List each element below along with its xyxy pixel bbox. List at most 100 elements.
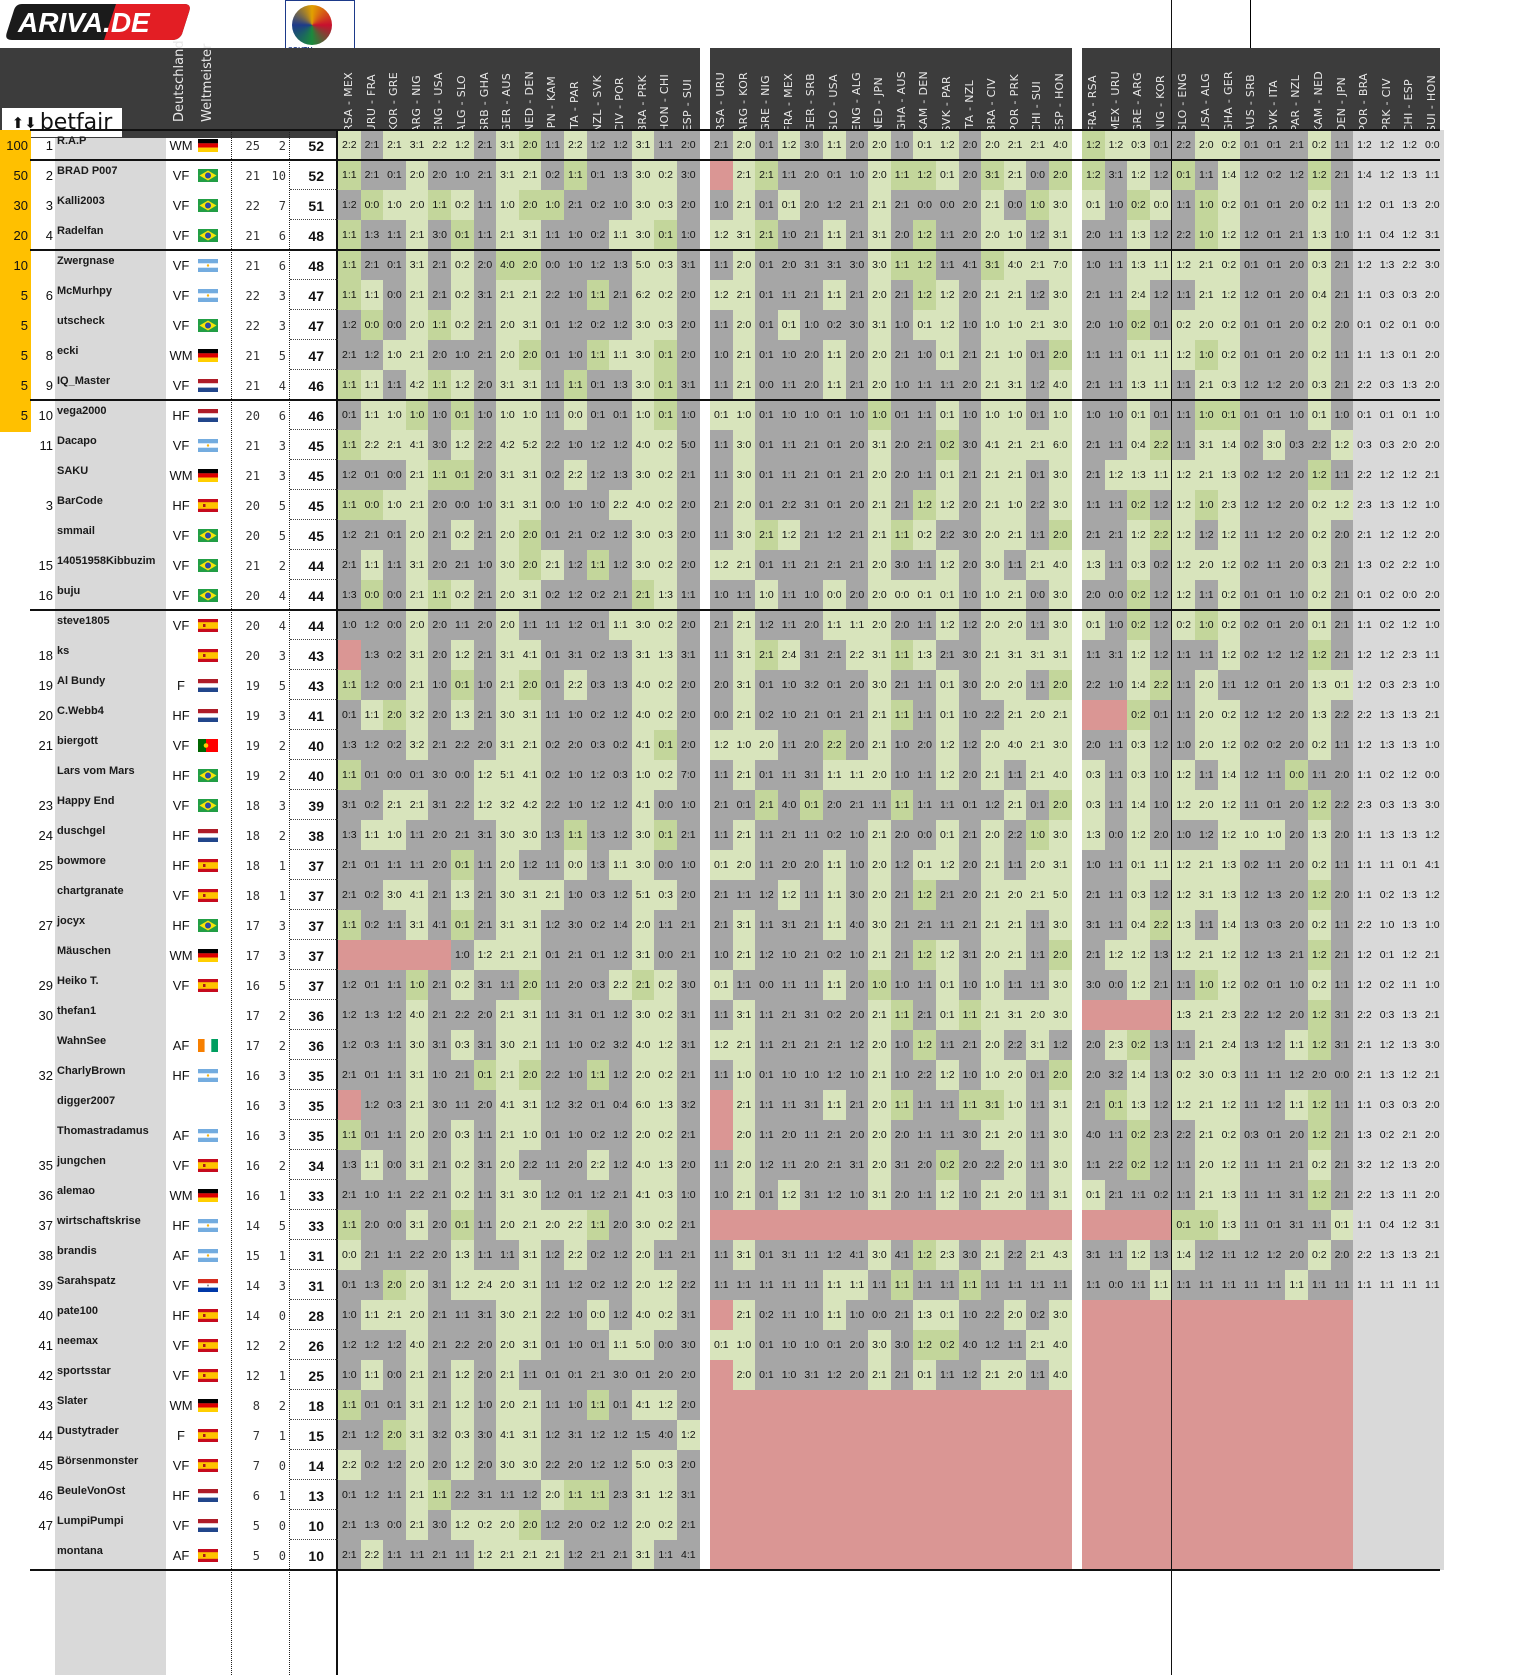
player-name[interactable]: Al Bundy (57, 675, 106, 687)
player-row[interactable]: 39 Sarahspatz VF 14 3 31 (0, 1270, 338, 1302)
player-name[interactable]: WahnSee (57, 1035, 107, 1047)
player-name[interactable]: neemax (57, 1335, 98, 1347)
player-row[interactable]: 30 3 Kalli2003 VF 22 7 51 (0, 190, 338, 222)
player-name[interactable]: Sarahspatz (57, 1275, 116, 1287)
player-name[interactable]: BRAD P007 (57, 165, 118, 177)
player-row[interactable]: 36 alemao WM 16 1 33 (0, 1180, 338, 1212)
player-name[interactable]: buju (57, 585, 81, 597)
player-name[interactable]: jocyx (57, 915, 86, 927)
player-name[interactable]: Heiko T. (57, 975, 99, 987)
player-name[interactable]: SAKU (57, 465, 89, 477)
player-name[interactable]: bowmore (57, 855, 106, 867)
player-row[interactable]: 19 Al Bundy F 19 5 43 (0, 670, 338, 702)
player-row[interactable]: Thomastradamus AF 16 3 35 (0, 1120, 338, 1152)
player-name[interactable]: Lars vom Mars (57, 765, 135, 777)
player-row[interactable]: 5 8 ecki WM 21 5 47 (0, 340, 338, 372)
player-row[interactable]: 43 Slater WM 8 2 18 (0, 1390, 338, 1422)
player-row[interactable]: digger2007 16 3 35 (0, 1090, 338, 1122)
player-row[interactable]: 47 LumpiPumpi VF 5 0 10 (0, 1510, 338, 1542)
player-name[interactable]: IQ_Master (57, 375, 111, 387)
player-row[interactable]: 3 BarCode HF 20 5 45 (0, 490, 338, 522)
player-row[interactable]: 40 pate100 HF 14 0 28 (0, 1300, 338, 1332)
player-name[interactable]: Börsenmonster (57, 1455, 139, 1467)
player-name[interactable]: 14051958Kibbuzim (57, 555, 156, 567)
player-row[interactable]: 5 9 IQ_Master VF 21 4 46 (0, 370, 338, 402)
player-row[interactable]: steve1805 VF 20 4 44 (0, 610, 338, 642)
player-row[interactable]: 30 thefan1 17 2 36 (0, 1000, 338, 1032)
player-row[interactable]: 21 biergott VF 19 2 40 (0, 730, 338, 762)
player-name[interactable]: thefan1 (57, 1005, 97, 1017)
player-name[interactable]: Kalli2003 (57, 195, 105, 207)
player-name[interactable]: Zwergnase (57, 255, 115, 267)
player-row[interactable]: 11 Dacapo VF 21 3 45 (0, 430, 338, 462)
player-name[interactable]: BeuleVonOst (57, 1485, 126, 1497)
player-row[interactable]: 41 neemax VF 12 2 26 (0, 1330, 338, 1362)
player-row[interactable]: 18 ks 20 3 43 (0, 640, 338, 672)
player-row[interactable]: 23 Happy End VF 18 3 39 (0, 790, 338, 822)
prediction-cell (1104, 1540, 1128, 1570)
player-name[interactable]: Happy End (57, 795, 115, 807)
player-row[interactable]: SAKU WM 21 3 45 (0, 460, 338, 492)
player-row[interactable]: 42 sportsstar VF 12 1 25 (0, 1360, 338, 1392)
player-name[interactable]: chartgranate (57, 885, 124, 897)
player-row[interactable]: 25 bowmore HF 18 1 37 (0, 850, 338, 882)
player-row[interactable]: 44 Dustytrader F 7 1 15 (0, 1420, 338, 1452)
player-name[interactable]: Radelfan (57, 225, 104, 237)
player-row[interactable]: Lars vom Mars HF 19 2 40 (0, 760, 338, 792)
player-row[interactable]: 46 BeuleVonOst HF 6 1 13 (0, 1480, 338, 1512)
player-name[interactable]: Slater (57, 1395, 88, 1407)
player-row[interactable]: 20 C.Webb4 HF 19 3 41 (0, 700, 338, 732)
player-name[interactable]: smmail (57, 525, 95, 537)
player-name[interactable]: ecki (57, 345, 79, 357)
player-name[interactable]: CharlyBrown (57, 1065, 126, 1077)
player-row[interactable]: 5 utscheck VF 22 3 47 (0, 310, 338, 342)
player-name[interactable]: digger2007 (57, 1095, 116, 1107)
player-name[interactable]: montana (57, 1545, 103, 1557)
player-name[interactable]: steve1805 (57, 615, 110, 627)
player-name[interactable]: sportsstar (57, 1365, 111, 1377)
player-name[interactable]: Dacapo (57, 435, 97, 447)
player-name[interactable]: alemao (57, 1185, 95, 1197)
player-row[interactable]: 35 jungchen VF 16 2 34 (0, 1150, 338, 1182)
player-row[interactable]: 5 6 McMurhpy VF 22 3 47 (0, 280, 338, 312)
player-name[interactable]: wirtschaftskrise (57, 1215, 141, 1227)
player-row[interactable]: chartgranate VF 18 1 37 (0, 880, 338, 912)
player-name[interactable]: duschgel (57, 825, 106, 837)
player-row[interactable]: 32 CharlyBrown HF 16 3 35 (0, 1060, 338, 1092)
player-row[interactable]: 45 Börsenmonster VF 7 0 14 (0, 1450, 338, 1482)
player-row[interactable]: 50 2 BRAD P007 VF 21 10 52 (0, 160, 338, 192)
player-name[interactable]: biergott (57, 735, 98, 747)
player-name[interactable]: Mäuschen (57, 945, 111, 957)
player-row[interactable]: montana AF 5 0 10 (0, 1540, 338, 1572)
player-name[interactable]: pate100 (57, 1305, 98, 1317)
player-row[interactable]: 27 jocyx HF 17 3 37 (0, 910, 338, 942)
player-row[interactable]: WahnSee AF 17 2 36 (0, 1030, 338, 1062)
player-row[interactable]: 5 10 vega2000 HF 20 6 46 (0, 400, 338, 432)
player-row[interactable]: Mäuschen WM 17 3 37 (0, 940, 338, 972)
player-row[interactable]: smmail VF 20 5 45 (0, 520, 338, 552)
player-name[interactable]: Dustytrader (57, 1425, 119, 1437)
player-name[interactable]: BarCode (57, 495, 103, 507)
player-name[interactable]: R.A.P (57, 135, 87, 147)
player-row[interactable]: 16 buju VF 20 4 44 (0, 580, 338, 612)
prediction-cell: 0:2 (1240, 970, 1263, 1000)
player-name[interactable]: ks (57, 645, 70, 657)
player-name[interactable]: C.Webb4 (57, 705, 104, 717)
prediction-cell: 0:2 (1375, 880, 1399, 910)
player-name[interactable]: jungchen (57, 1155, 106, 1167)
player-name[interactable]: brandis (57, 1245, 97, 1257)
player-row[interactable]: 15 14051958Kibbuzim VF 21 2 44 (0, 550, 338, 582)
player-row[interactable]: 38 brandis AF 15 1 31 (0, 1240, 338, 1272)
player-row[interactable]: 20 4 Radelfan VF 21 6 48 (0, 220, 338, 252)
prediction-cell: 5:2 (518, 430, 542, 460)
player-name[interactable]: McMurhpy (57, 285, 112, 297)
player-row[interactable]: 37 wirtschaftskrise HF 14 5 33 (0, 1210, 338, 1242)
player-name[interactable]: LumpiPumpi (57, 1515, 124, 1527)
player-row[interactable]: 24 duschgel HF 18 2 38 (0, 820, 338, 852)
player-name[interactable]: utscheck (57, 315, 105, 327)
player-name[interactable]: vega2000 (57, 405, 107, 417)
player-row[interactable]: 100 1 R.A.P WM 25 2 52 (0, 130, 338, 162)
player-row[interactable]: 10 Zwergnase VF 21 6 48 (0, 250, 338, 282)
player-row[interactable]: 29 Heiko T. VF 16 5 37 (0, 970, 338, 1002)
player-name[interactable]: Thomastradamus (57, 1125, 149, 1137)
